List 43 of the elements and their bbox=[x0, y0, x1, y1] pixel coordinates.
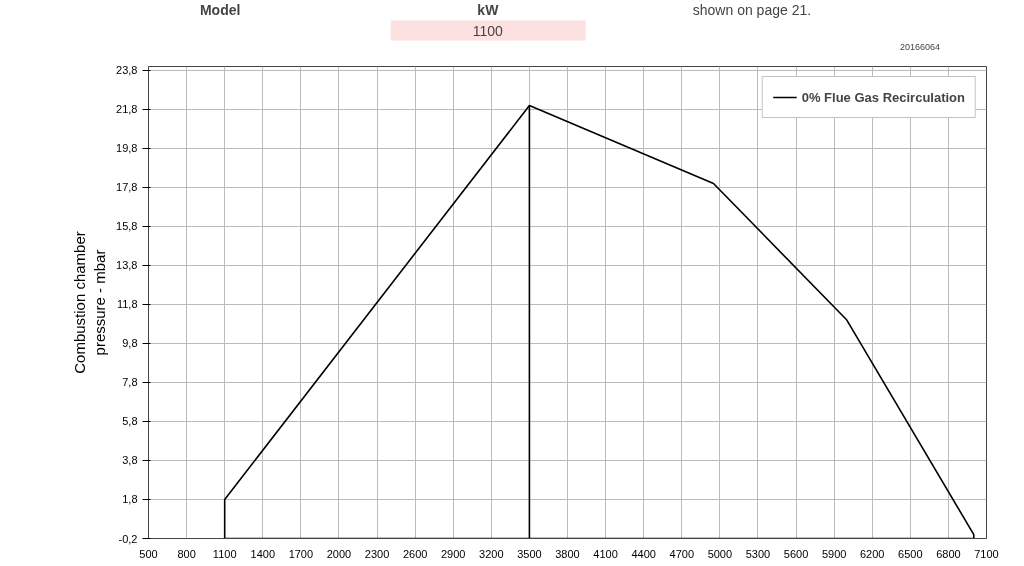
y-tick-label: 15,8 bbox=[116, 220, 138, 233]
y-tick-label: 3,8 bbox=[122, 454, 138, 467]
x-tick-label: 2600 bbox=[402, 547, 428, 560]
y-tick-label: 7,8 bbox=[122, 376, 138, 389]
y-axis-title: Combustion chamber pressure - mbar bbox=[70, 231, 109, 374]
x-tick-label: 800 bbox=[177, 547, 196, 560]
x-tick-label: 2900 bbox=[440, 547, 466, 560]
y-tick-label: -0,2 bbox=[118, 532, 138, 545]
y-tick-label: 21,8 bbox=[116, 103, 138, 116]
x-tick-label: 5300 bbox=[745, 547, 771, 560]
y-tick-label: 19,8 bbox=[116, 142, 138, 155]
y-tick-label: 23,8 bbox=[116, 64, 138, 77]
x-tick-label: 4100 bbox=[593, 547, 618, 560]
x-tick-label: 2300 bbox=[364, 547, 390, 560]
text: 1100 bbox=[472, 22, 504, 39]
x-tick-label: 6800 bbox=[936, 547, 961, 560]
x-tick-label: 2000 bbox=[326, 547, 352, 560]
x-tick-label: 3200 bbox=[479, 547, 504, 560]
x-tick-label: 3500 bbox=[517, 547, 542, 560]
text: Model bbox=[199, 1, 241, 18]
y-tick-label: 11,8 bbox=[116, 298, 138, 311]
x-tick-label: 5900 bbox=[821, 547, 847, 560]
x-tick-label: 6200 bbox=[859, 547, 885, 560]
y-tick-label: 5,8 bbox=[122, 415, 138, 428]
legend-label: 0% Flue Gas Recirculation bbox=[801, 89, 965, 105]
y-tick-label: 13,8 bbox=[116, 259, 138, 272]
x-tick-label: 6500 bbox=[898, 547, 923, 560]
y-tick-label: 17,8 bbox=[116, 181, 138, 194]
text: shown on page 21. bbox=[692, 1, 812, 18]
x-tick-label: 7100 bbox=[974, 547, 999, 560]
x-tick-label: 1100 bbox=[212, 547, 237, 560]
x-tick-label: 500 bbox=[139, 547, 158, 560]
text: kW bbox=[477, 1, 500, 18]
x-tick-label: 5000 bbox=[707, 547, 733, 560]
x-tick-label: 1700 bbox=[288, 547, 314, 560]
x-tick-label: 1400 bbox=[250, 547, 276, 560]
x-tick-label: 3800 bbox=[555, 547, 580, 560]
x-tick-label: 4700 bbox=[669, 547, 695, 560]
y-tick-label: 1,8 bbox=[122, 493, 138, 506]
x-tick-label: 4400 bbox=[631, 547, 656, 560]
text: 20166064 bbox=[899, 41, 941, 52]
x-tick-label: 5600 bbox=[783, 547, 809, 560]
y-tick-label: 9,8 bbox=[122, 337, 138, 350]
